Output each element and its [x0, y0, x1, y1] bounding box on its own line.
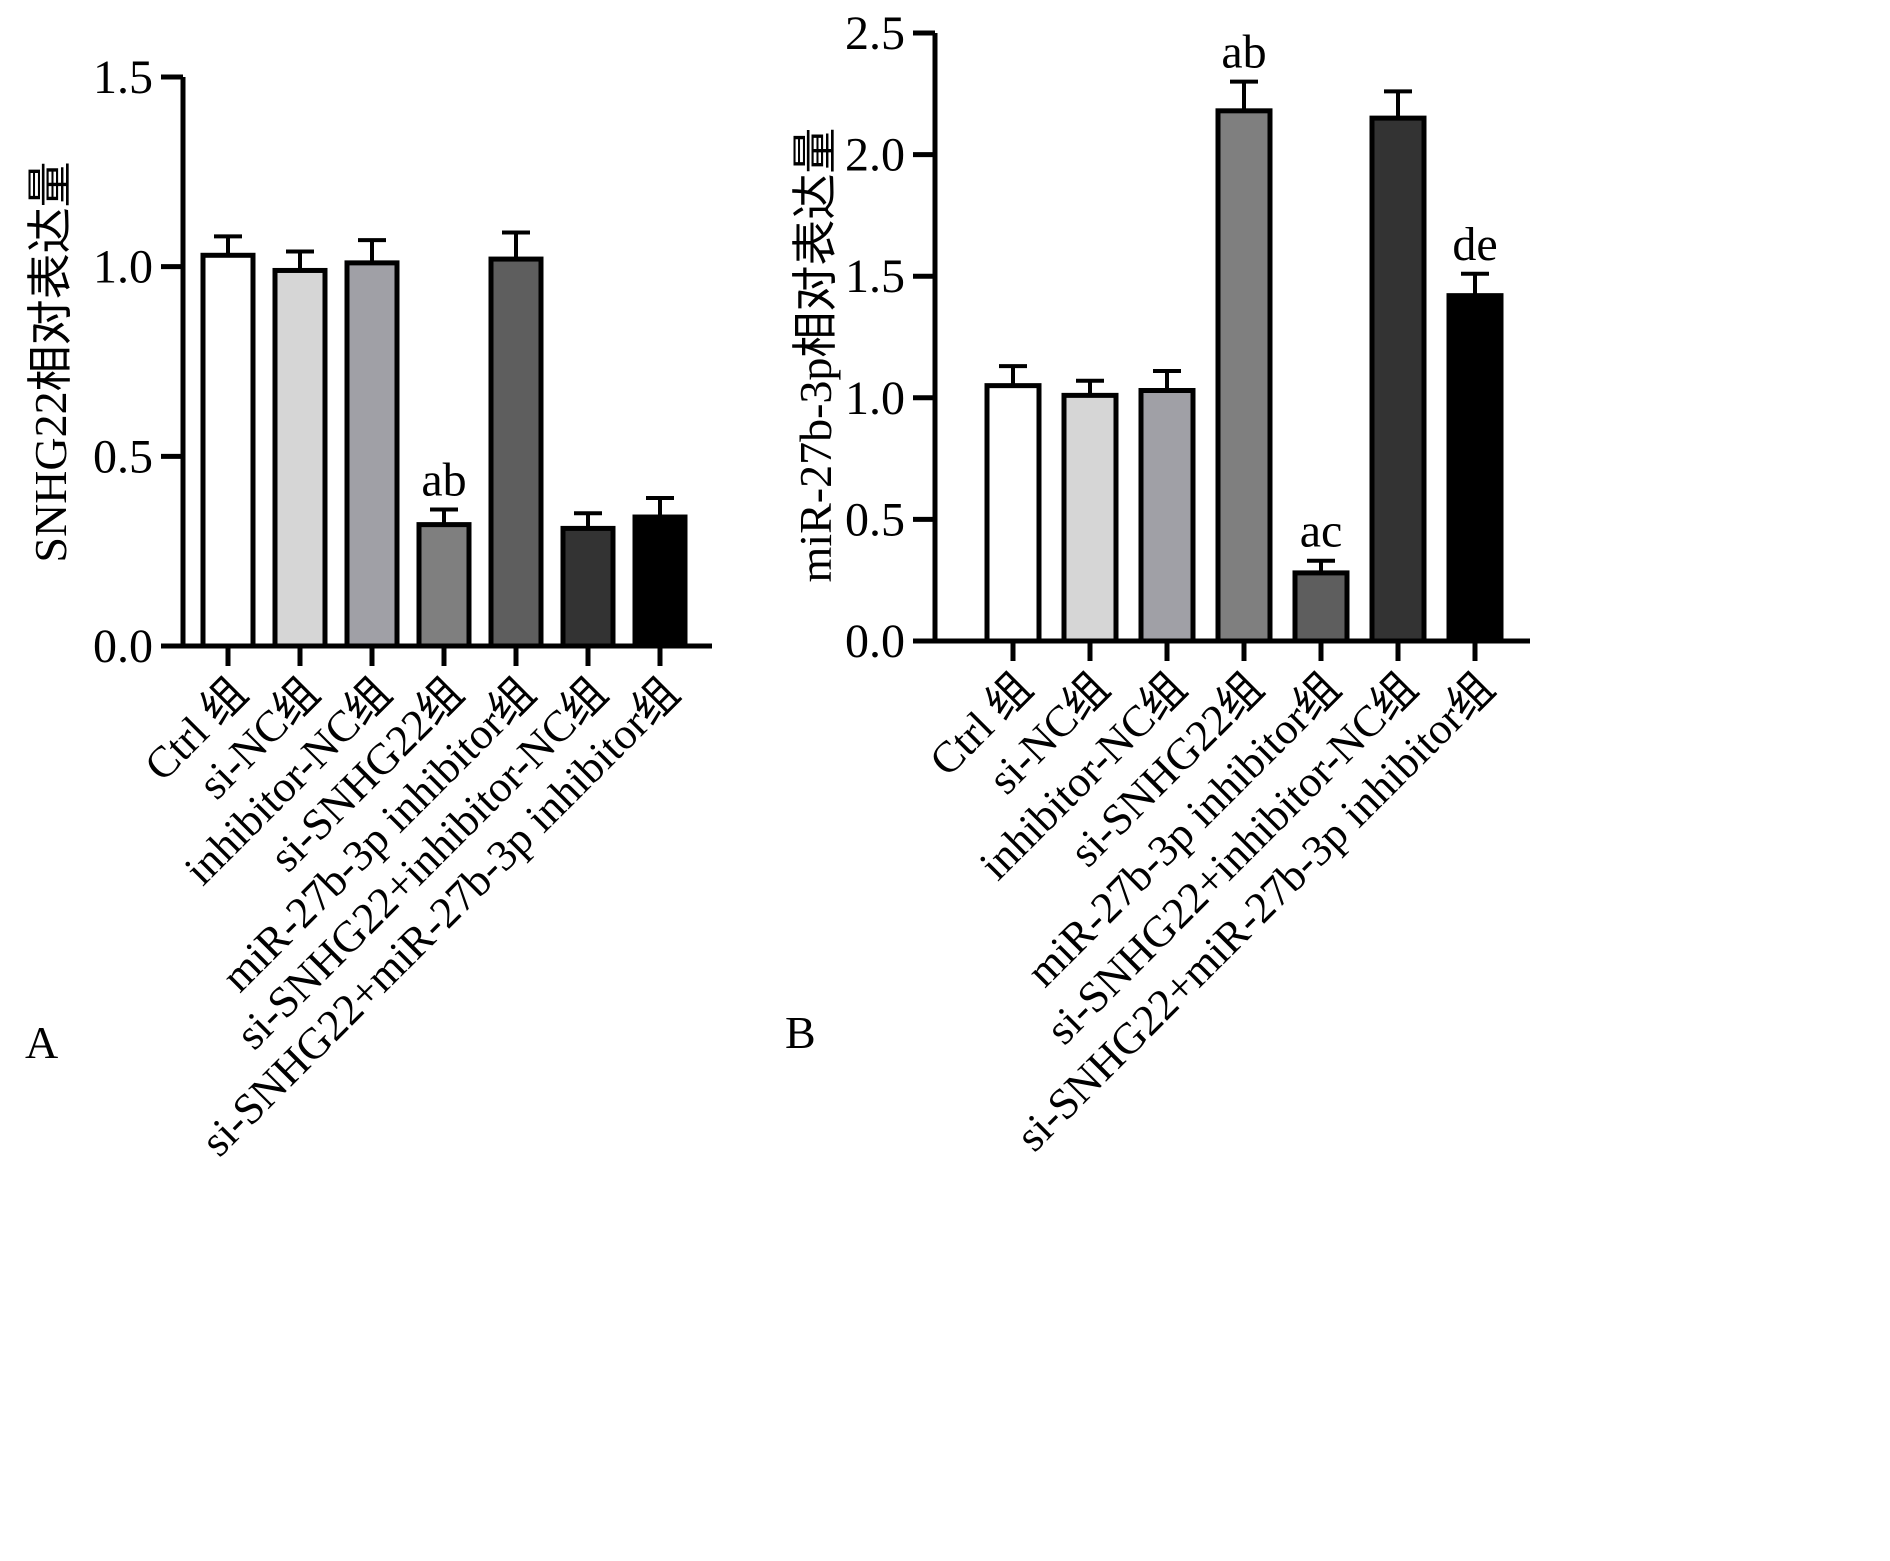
bar	[1215, 108, 1273, 644]
bar	[344, 260, 400, 649]
y-tick-label: 1.0	[845, 372, 905, 425]
bar	[1292, 570, 1350, 644]
bar-annotation: ab	[1221, 26, 1266, 79]
y-tick-label: 0.0	[845, 615, 905, 668]
bar	[1138, 388, 1196, 644]
y-tick-label: 2.0	[845, 129, 905, 182]
bar-annotation: ab	[421, 453, 466, 506]
bar	[1446, 293, 1504, 644]
y-tick-label: 1.0	[93, 241, 153, 294]
bar	[272, 267, 328, 649]
y-tick-label: 1.5	[93, 51, 153, 104]
panel-label: A	[25, 1017, 58, 1068]
y-axis-label: miR-27b-3p相对表达量	[790, 128, 841, 583]
bar	[632, 514, 688, 649]
bar	[416, 522, 472, 649]
bar	[488, 256, 544, 649]
bar	[1369, 115, 1427, 644]
y-tick-label: 0.5	[845, 493, 905, 546]
bar	[560, 525, 616, 649]
panel-label: B	[785, 1007, 816, 1058]
y-tick-label: 1.5	[845, 250, 905, 303]
bar	[1061, 392, 1119, 644]
y-axis-label: SNHG22相对表达量	[25, 161, 76, 562]
y-tick-label: 0.0	[93, 620, 153, 673]
bar-annotation: de	[1452, 218, 1497, 271]
bar-annotation: ac	[1300, 505, 1343, 558]
y-tick-label: 2.5	[845, 7, 905, 60]
bar	[200, 252, 256, 649]
bar	[984, 383, 1042, 644]
y-tick-label: 0.5	[93, 430, 153, 483]
